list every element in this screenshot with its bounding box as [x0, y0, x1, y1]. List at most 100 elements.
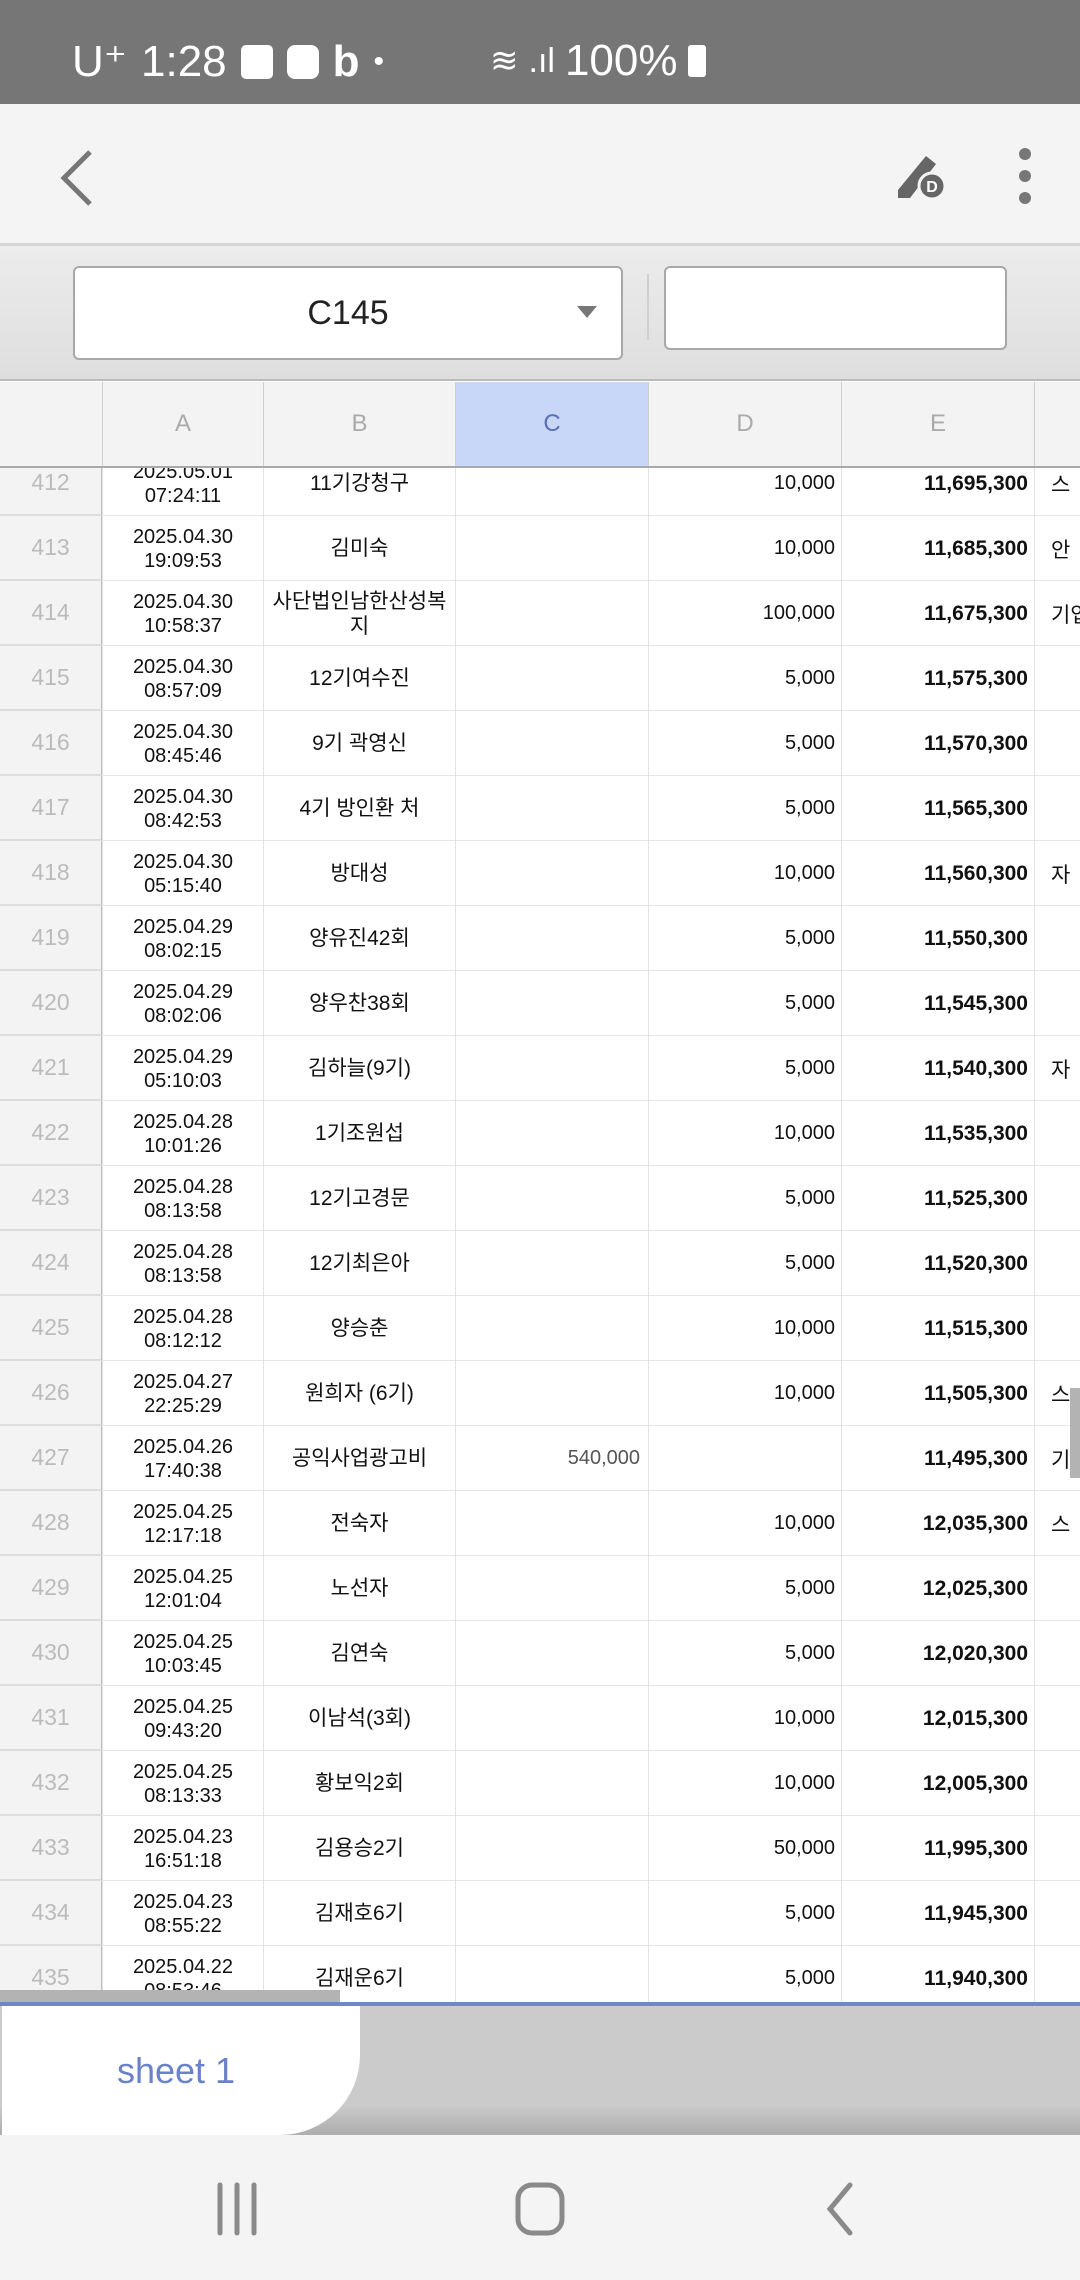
cell-withdrawal[interactable]	[455, 776, 648, 841]
row-number[interactable]: 424	[0, 1231, 102, 1296]
cell-withdrawal[interactable]	[455, 1686, 648, 1751]
cell-note[interactable]	[1034, 1816, 1080, 1881]
cell-withdrawal[interactable]	[455, 1036, 648, 1101]
cell-note[interactable]	[1034, 711, 1080, 776]
cell-deposit[interactable]: 10,000	[648, 1491, 841, 1556]
cell-deposit[interactable]: 10,000	[648, 1751, 841, 1816]
cell-balance[interactable]: 11,940,300	[841, 1946, 1034, 2002]
cell-balance[interactable]: 11,560,300	[841, 841, 1034, 906]
cell-balance[interactable]: 12,035,300	[841, 1491, 1034, 1556]
cell-name[interactable]: 사단법인남한산성복지	[263, 581, 455, 646]
cell-name[interactable]: 4기 방인환 처	[263, 776, 455, 841]
cell-name[interactable]: 1기조원섭	[263, 1101, 455, 1166]
cell-balance[interactable]: 11,675,300	[841, 581, 1034, 646]
cell-deposit[interactable]: 10,000	[648, 1101, 841, 1166]
cell-balance[interactable]: 11,575,300	[841, 646, 1034, 711]
cell-balance[interactable]: 11,540,300	[841, 1036, 1034, 1101]
row-number[interactable]: 419	[0, 906, 102, 971]
cell-withdrawal[interactable]	[455, 971, 648, 1036]
cell-deposit[interactable]: 5,000	[648, 1946, 841, 2002]
column-header-b[interactable]: B	[263, 382, 455, 466]
cell-deposit[interactable]: 100,000	[648, 581, 841, 646]
row-number[interactable]: 425	[0, 1296, 102, 1361]
row-number[interactable]: 426	[0, 1361, 102, 1426]
more-options-button[interactable]	[1012, 148, 1038, 208]
cell-balance[interactable]: 11,520,300	[841, 1231, 1034, 1296]
formula-input[interactable]	[664, 266, 1007, 350]
cell-note[interactable]	[1034, 1881, 1080, 1946]
cell-note[interactable]	[1034, 971, 1080, 1036]
cell-balance[interactable]: 11,995,300	[841, 1816, 1034, 1881]
cell-balance[interactable]: 11,565,300	[841, 776, 1034, 841]
row-number[interactable]: 421	[0, 1036, 102, 1101]
cell-date[interactable]: 2025.04.29 08:02:15	[102, 906, 263, 971]
cell-withdrawal[interactable]	[455, 1296, 648, 1361]
cell-note[interactable]: 안	[1034, 516, 1080, 581]
column-header-e[interactable]: E	[841, 382, 1034, 466]
row-number[interactable]: 429	[0, 1556, 102, 1621]
cell-deposit[interactable]: 5,000	[648, 1166, 841, 1231]
cell-deposit[interactable]: 5,000	[648, 1556, 841, 1621]
cell-name[interactable]: 공익사업광고비	[263, 1426, 455, 1491]
cell-withdrawal[interactable]	[455, 468, 648, 516]
cell-date[interactable]: 2025.04.25 08:13:33	[102, 1751, 263, 1816]
cell-date[interactable]: 2025.04.30 10:58:37	[102, 581, 263, 646]
row-number[interactable]: 434	[0, 1881, 102, 1946]
vertical-scrollbar[interactable]	[1070, 1388, 1080, 1478]
cell-balance[interactable]: 11,545,300	[841, 971, 1034, 1036]
cell-name[interactable]: 양유진42회	[263, 906, 455, 971]
cell-deposit[interactable]: 10,000	[648, 1686, 841, 1751]
column-header-f[interactable]	[1034, 382, 1080, 466]
cell-withdrawal[interactable]	[455, 1231, 648, 1296]
cell-note[interactable]: 스	[1034, 468, 1080, 516]
cell-name[interactable]: 양승춘	[263, 1296, 455, 1361]
cell-withdrawal[interactable]	[455, 1946, 648, 2002]
cell-note[interactable]	[1034, 776, 1080, 841]
cell-reference-dropdown[interactable]: C145	[73, 266, 623, 360]
row-number[interactable]: 423	[0, 1166, 102, 1231]
cell-balance[interactable]: 11,505,300	[841, 1361, 1034, 1426]
cell-note[interactable]	[1034, 1166, 1080, 1231]
cell-name[interactable]: 이남석(3회)	[263, 1686, 455, 1751]
cell-deposit[interactable]: 10,000	[648, 841, 841, 906]
select-all-corner[interactable]	[0, 382, 102, 466]
cell-date[interactable]: 2025.04.29 05:10:03	[102, 1036, 263, 1101]
cell-date[interactable]: 2025.04.28 10:01:26	[102, 1101, 263, 1166]
cell-name[interactable]: 김용승2기	[263, 1816, 455, 1881]
row-number[interactable]: 413	[0, 516, 102, 581]
column-header-c[interactable]: C	[455, 382, 648, 466]
row-number[interactable]: 418	[0, 841, 102, 906]
row-number[interactable]: 427	[0, 1426, 102, 1491]
cell-date[interactable]: 2025.04.23 08:55:22	[102, 1881, 263, 1946]
cell-deposit[interactable]: 5,000	[648, 1036, 841, 1101]
cell-name[interactable]: 김재호6기	[263, 1881, 455, 1946]
cell-name[interactable]: 12기최은아	[263, 1231, 455, 1296]
cell-date[interactable]: 2025.04.30 08:45:46	[102, 711, 263, 776]
cell-note[interactable]	[1034, 906, 1080, 971]
cell-note[interactable]	[1034, 1231, 1080, 1296]
cell-name[interactable]: 11기강청구	[263, 468, 455, 516]
cell-date[interactable]: 2025.04.30 08:57:09	[102, 646, 263, 711]
cell-withdrawal[interactable]	[455, 646, 648, 711]
sheet-tab[interactable]: sheet 1	[2, 2006, 360, 2135]
cell-note[interactable]: 기업	[1034, 581, 1080, 646]
column-header-a[interactable]: A	[102, 382, 263, 466]
cell-note[interactable]: 자	[1034, 841, 1080, 906]
cell-name[interactable]: 9기 곽영신	[263, 711, 455, 776]
cell-date[interactable]: 2025.04.23 16:51:18	[102, 1816, 263, 1881]
system-back-button[interactable]	[826, 2179, 856, 2239]
cell-name[interactable]: 김연숙	[263, 1621, 455, 1686]
cell-deposit[interactable]: 10,000	[648, 1361, 841, 1426]
cell-deposit[interactable]: 5,000	[648, 1621, 841, 1686]
row-number[interactable]: 428	[0, 1491, 102, 1556]
cell-balance[interactable]: 11,945,300	[841, 1881, 1034, 1946]
cell-date[interactable]: 2025.04.30 08:42:53	[102, 776, 263, 841]
cell-note[interactable]: 자	[1034, 1036, 1080, 1101]
cell-deposit[interactable]: 5,000	[648, 1231, 841, 1296]
back-button[interactable]	[58, 148, 98, 218]
cell-deposit[interactable]: 5,000	[648, 646, 841, 711]
row-number[interactable]: 415	[0, 646, 102, 711]
row-number[interactable]: 416	[0, 711, 102, 776]
row-number[interactable]: 433	[0, 1816, 102, 1881]
cell-note[interactable]	[1034, 1751, 1080, 1816]
